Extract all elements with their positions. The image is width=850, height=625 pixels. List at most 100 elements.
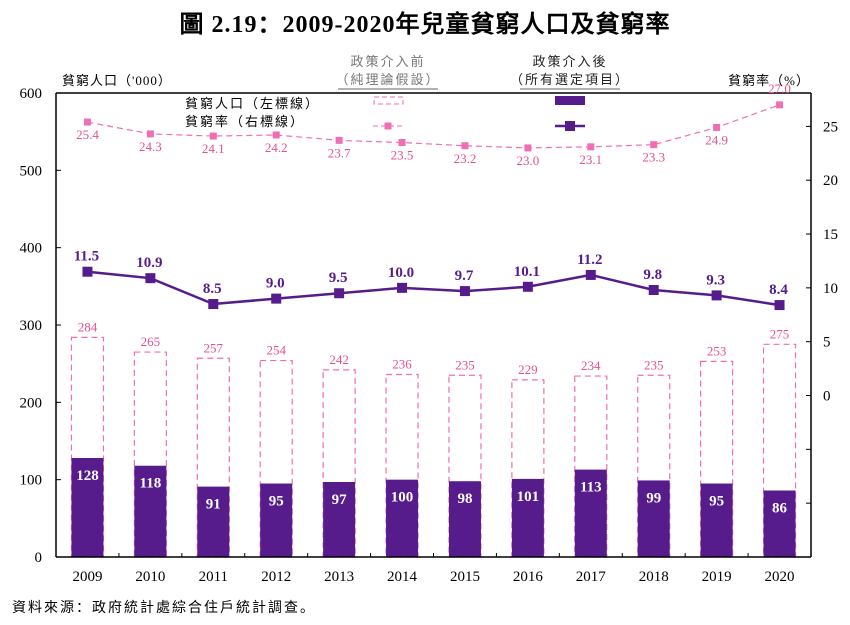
label-rate-after-2009: 11.5 [74, 249, 99, 265]
label-after-pop-2016: 101 [517, 489, 540, 505]
bar-after-2019 [700, 483, 733, 557]
legend-row-population: 貧窮人口（左標線） [185, 96, 320, 111]
bar-after-2010 [134, 465, 167, 557]
x-tick-label-2019: 2019 [702, 569, 732, 585]
point-rate-after-2011 [208, 299, 219, 310]
label-before-pop-2012: 254 [266, 343, 286, 358]
label-after-pop-2011: 91 [206, 497, 221, 513]
x-tick-label-2011: 2011 [199, 569, 228, 585]
label-after-pop-2019: 95 [709, 494, 724, 510]
data-labels: 284 265 257 254 242 236 235 229 234 235 253 275 128 1… [74, 81, 791, 517]
label-before-pop-2010: 265 [141, 334, 161, 349]
bar-before-2015 [448, 374, 482, 558]
bar-after-2012 [260, 483, 293, 557]
point-rate-before-2011 [209, 132, 217, 140]
left-tick-label-500: 500 [20, 163, 43, 179]
point-rate-before-2017 [587, 143, 595, 151]
bar-before-2018 [637, 374, 671, 558]
label-before-pop-2014: 236 [392, 356, 412, 371]
label-rate-after-2011: 8.5 [203, 281, 222, 297]
chart-title: 圖 2.19：2009-2020年兒童貧窮人口及貧窮率 [179, 12, 671, 38]
label-after-pop-2018: 99 [646, 490, 661, 506]
label-rate-after-2017: 11.2 [577, 252, 602, 268]
label-before-pop-2018: 235 [644, 357, 664, 372]
label-rate-before-2017: 23.1 [579, 152, 602, 167]
label-rate-before-2010: 24.3 [139, 139, 162, 154]
legend-swatch-rate-after-marker [565, 121, 575, 131]
bar-after-2009 [71, 458, 104, 557]
point-rate-before-2013 [335, 136, 343, 144]
bars-after-policy [71, 458, 796, 557]
label-after-pop-2010: 118 [140, 476, 162, 492]
point-rate-after-2020 [774, 300, 785, 311]
left-tick-label-600: 600 [20, 86, 43, 102]
label-rate-before-2013: 23.7 [328, 145, 351, 160]
label-before-pop-2009: 284 [78, 319, 98, 334]
point-rate-before-2012 [272, 131, 280, 139]
label-after-pop-2014: 100 [391, 490, 414, 506]
label-before-pop-2020: 275 [770, 326, 790, 341]
point-rate-after-2019 [711, 290, 722, 301]
bar-after-2014 [386, 479, 419, 557]
legend-row-rate: 貧窮率（右標線） [185, 114, 305, 129]
rate-lines [82, 101, 785, 311]
label-after-pop-2012: 95 [269, 494, 284, 510]
right-tick-label-10: 10 [823, 281, 838, 297]
point-rate-after-2018 [648, 285, 659, 296]
point-rate-before-2018 [650, 141, 658, 149]
label-after-pop-2013: 97 [332, 492, 348, 508]
left-axis-title: 貧窮人口（'000） [62, 73, 172, 88]
point-rate-before-2020 [776, 101, 784, 109]
left-tick-label-400: 400 [20, 241, 43, 257]
point-rate-after-2010 [145, 273, 156, 284]
source-note: 資料來源：政府統計處綜合住戶統計調查。 [12, 601, 316, 616]
point-rate-after-2009 [82, 266, 93, 277]
x-tick-label-2009: 2009 [72, 569, 102, 585]
label-rate-before-2018: 23.3 [642, 150, 665, 165]
label-rate-before-2016: 23.0 [517, 153, 540, 168]
left-tick-label-200: 200 [20, 395, 43, 411]
legend-header-before-line1: 政策介入前 [350, 54, 425, 69]
right-tick-label-25: 25 [823, 119, 838, 135]
point-rate-before-2009 [83, 118, 91, 126]
point-rate-after-2015 [459, 286, 470, 297]
x-tick-label-2015: 2015 [450, 569, 480, 585]
x-tick-label-2020: 2020 [765, 569, 795, 585]
x-tick-label-2014: 2014 [387, 569, 418, 585]
point-rate-after-2014 [397, 282, 408, 293]
label-before-pop-2016: 229 [518, 362, 538, 377]
bar-after-2011 [197, 486, 230, 557]
point-rate-before-2019 [713, 123, 721, 131]
bar-after-2016 [511, 478, 544, 557]
x-tick-label-2010: 2010 [135, 569, 165, 585]
legend: 政策介入前 （純理論假設） 政策介入後 （所有選定項目） 貧窮人口（左標線） 貧窮率（右標… [185, 54, 630, 131]
label-rate-before-2020: 27.0 [768, 81, 791, 96]
point-rate-after-2013 [334, 288, 345, 299]
right-tick-label-15: 15 [823, 227, 838, 243]
bars-before-policy [70, 336, 797, 558]
label-rate-after-2019: 9.3 [706, 272, 725, 288]
x-tick-label-2016: 2016 [513, 569, 544, 585]
label-rate-before-2015: 23.2 [454, 151, 477, 166]
label-before-pop-2017: 234 [581, 358, 601, 373]
legend-header-after-line2: （所有選定項目） [510, 72, 630, 87]
right-tick-label-5: 5 [823, 335, 831, 351]
point-rate-after-2017 [585, 269, 596, 280]
bar-after-2017 [574, 469, 607, 557]
point-rate-before-2015 [461, 142, 469, 150]
label-rate-after-2015: 9.7 [455, 268, 474, 284]
right-axis-title: 貧窮率（%） [728, 73, 810, 88]
legend-swatch-pop-after [555, 96, 585, 105]
label-rate-after-2013: 9.5 [329, 270, 348, 286]
label-rate-after-2014: 10.0 [388, 265, 414, 281]
label-rate-before-2012: 24.2 [265, 140, 288, 155]
bar-before-2011 [196, 357, 230, 558]
x-tick-label-2017: 2017 [576, 569, 607, 585]
label-rate-after-2018: 9.8 [643, 267, 662, 283]
point-rate-before-2016 [524, 144, 532, 152]
label-rate-before-2019: 24.9 [705, 132, 728, 147]
left-tick-label-100: 100 [20, 473, 43, 489]
bar-after-2018 [637, 480, 670, 557]
label-before-pop-2013: 242 [329, 352, 349, 367]
